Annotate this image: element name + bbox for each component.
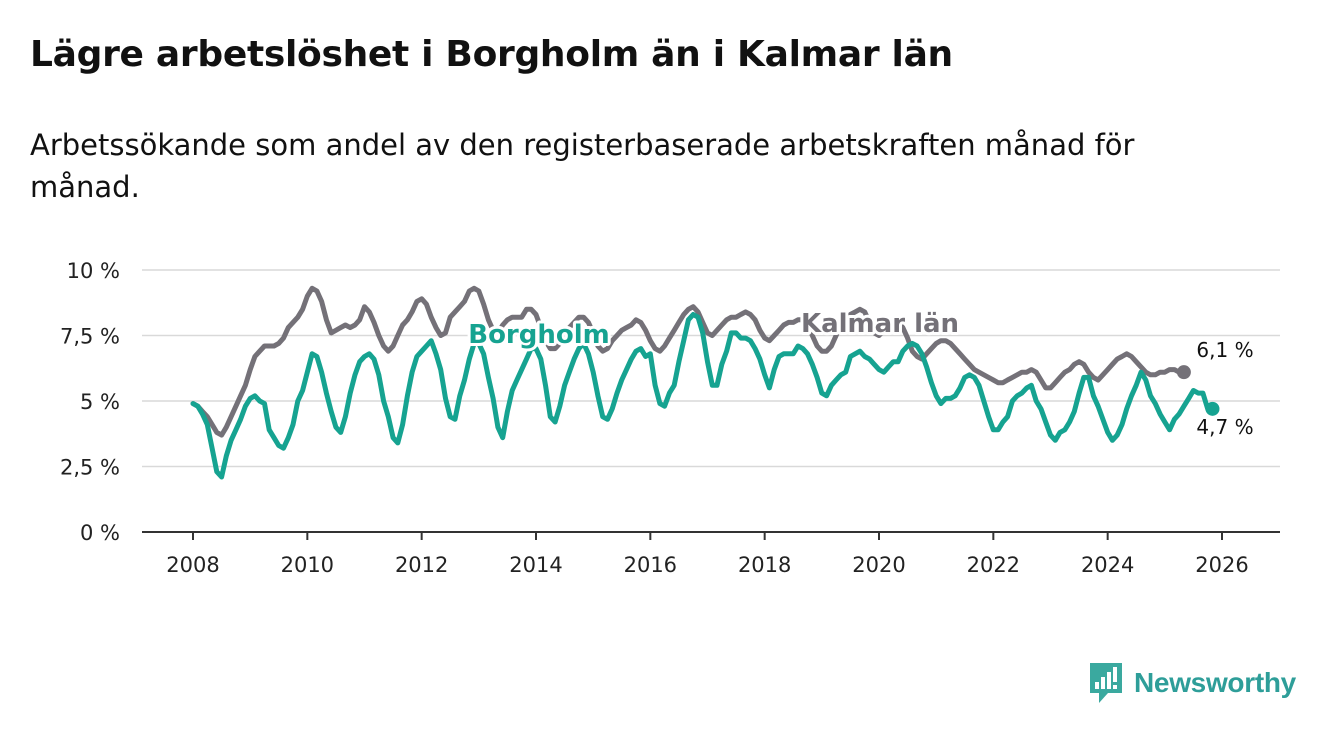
x-tick-label: 2012 (395, 553, 448, 577)
x-tick-label: 2022 (967, 553, 1020, 577)
svg-text:Kalmar län: Kalmar län (801, 309, 959, 339)
brand-name: Newsworthy (1134, 667, 1296, 698)
x-tick-label: 2018 (738, 553, 791, 577)
svg-text:6,1 %: 6,1 % (1196, 338, 1253, 362)
chart-subtitle: Arbetssökande som andel av den registerb… (30, 128, 1135, 204)
svg-text:4,7 %: 4,7 % (1196, 415, 1253, 439)
bar-chart-logo-icon (1090, 663, 1122, 703)
y-tick-label: 10 % (67, 259, 120, 283)
x-tick-label: 2014 (509, 553, 562, 577)
series-line-kalmar-lan (190, 285, 1187, 438)
svg-text:Borgholm: Borgholm (468, 320, 610, 350)
y-tick-label: 7,5 % (60, 325, 120, 349)
chart-title: Lägre arbetslöshet i Borgholm än i Kalma… (30, 34, 953, 75)
series-end-point (1176, 365, 1191, 380)
x-tick-label: 2026 (1195, 553, 1248, 577)
end-value-borgholm: 4,7 %4,7 % (1193, 412, 1256, 442)
end-value-kalmar-lan: 6,1 %6,1 % (1193, 335, 1256, 365)
y-tick-label: 5 % (80, 390, 120, 414)
x-tick-label: 2010 (281, 553, 334, 577)
svg-text:4,7 %: 4,7 % (1196, 415, 1253, 439)
svg-text:6,1 %: 6,1 % (1196, 338, 1253, 362)
series-end-point (1205, 401, 1220, 416)
y-tick-label: 2,5 % (60, 456, 120, 480)
x-tick-label: 2020 (852, 553, 905, 577)
newsworthy-logo: Newsworthy (1088, 660, 1296, 706)
svg-text:Kalmar län: Kalmar län (801, 309, 959, 339)
series-lines (190, 285, 1220, 480)
y-tick-label: 0 % (80, 521, 120, 545)
svg-text:Borgholm: Borgholm (468, 320, 610, 350)
x-tick-label: 2016 (624, 553, 677, 577)
x-axis: 2008 2010 2012 2014 2016 2018 2020 2022 2024 2026 (142, 531, 1280, 577)
y-axis-tick-labels: 0 % 2,5 % 5 % 7,5 % 10 % (60, 259, 120, 545)
x-tick-label: 2008 (166, 553, 219, 577)
x-tick-label: 2024 (1081, 553, 1134, 577)
series-line-borgholm (190, 312, 1215, 480)
